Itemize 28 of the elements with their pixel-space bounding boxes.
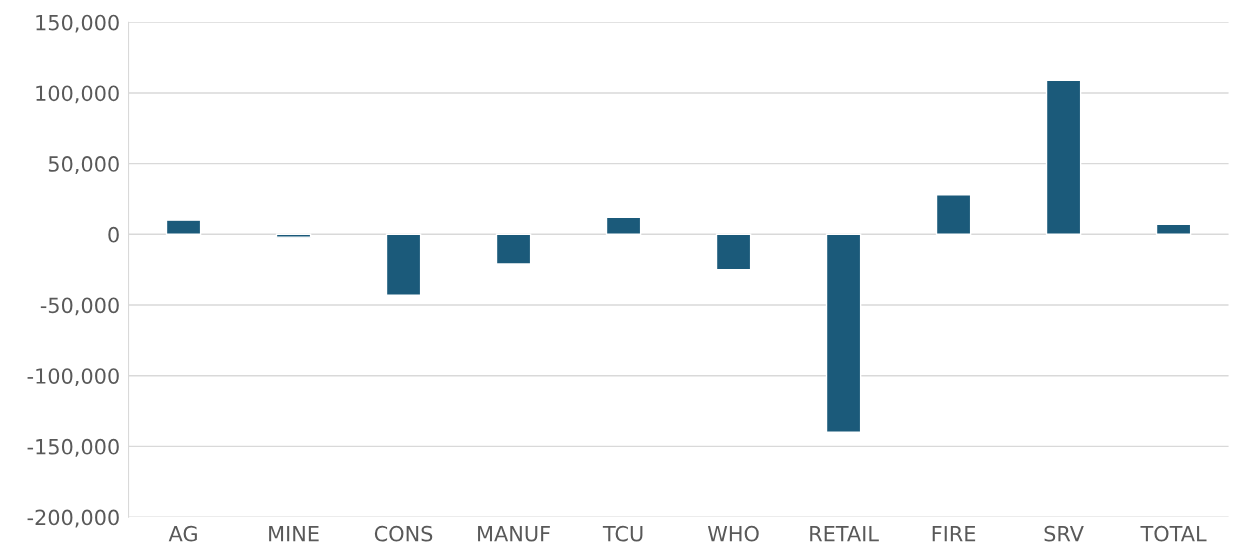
y-tick-label: 0: [108, 226, 119, 243]
bar: [495, 233, 532, 265]
x-tick-label: TOTAL: [1140, 525, 1207, 542]
bar: [605, 216, 642, 236]
y-tick-label: 100,000: [36, 85, 119, 104]
bar: [935, 194, 972, 236]
bar: [1155, 223, 1192, 236]
y-tick-label: 50,000: [48, 156, 119, 174]
x-tick-label: CONS: [374, 525, 433, 542]
y-tick-label: -200,000: [27, 509, 119, 528]
y-tick-label: -100,000: [27, 368, 119, 387]
y-tick-label: -50,000: [40, 297, 119, 316]
y-tick-label: 150,000: [36, 14, 119, 33]
y-tick-label: -150,000: [27, 438, 119, 457]
bar: [825, 233, 862, 433]
bar: [1045, 79, 1082, 236]
x-tick-label: RETAIL: [810, 526, 879, 542]
x-tick-label: MINE: [269, 526, 319, 542]
bar: [385, 233, 422, 296]
x-tick-label: FIRE: [932, 526, 976, 542]
x-tick-label: SRV: [1044, 525, 1084, 542]
x-tick-label: TCU: [602, 525, 643, 542]
x-tick-label: WHO: [707, 525, 759, 542]
x-tick-label: MANUF: [478, 526, 550, 542]
x-tick-label: AG: [168, 525, 197, 542]
bar: [715, 233, 752, 271]
bar: [165, 219, 202, 236]
bar: [275, 233, 312, 238]
